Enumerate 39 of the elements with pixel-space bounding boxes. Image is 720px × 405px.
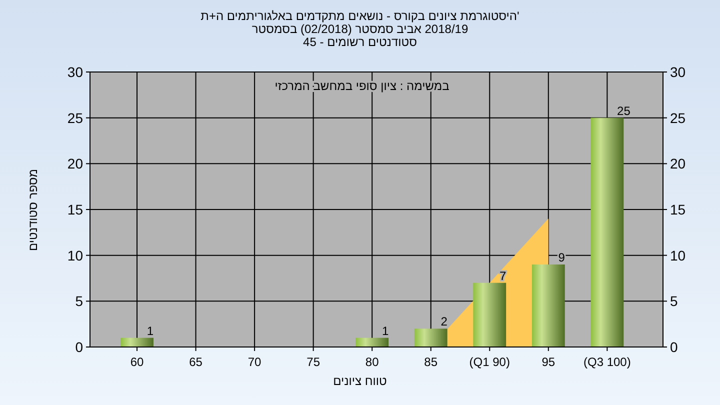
bar: [120, 338, 154, 347]
y-axis-title: מספר סטודנטים: [26, 168, 40, 252]
x-axis-title: טווח ציונים: [333, 374, 388, 388]
y-tick-label: 15: [67, 202, 84, 218]
text: סטודנטים רשומים - 45: [303, 35, 418, 49]
bar: [532, 264, 565, 347]
y-tick-label: 10: [67, 247, 84, 264]
x-tick-label: 65: [189, 355, 203, 369]
y2-tick-label: 25: [670, 110, 686, 126]
x-tick-label: (Q1 90): [469, 355, 510, 369]
data-label: 2: [440, 314, 448, 329]
data-label: 25: [617, 104, 631, 118]
y-tick-label: 25: [67, 110, 84, 126]
y2-tick-label: 15: [670, 202, 686, 218]
y-tick-label: 30: [67, 64, 84, 80]
y2-tick-label: 20: [670, 156, 686, 172]
data-label: 1: [146, 324, 154, 338]
data-label: 7: [500, 268, 507, 283]
y2-tick-label: 5: [670, 293, 678, 310]
x-tick-label: 70: [248, 355, 262, 369]
y-tick-label: 0: [75, 339, 84, 355]
bar: [590, 118, 624, 347]
y2-tick-label: 30: [670, 64, 686, 80]
x-tick-label: 75: [306, 355, 320, 369]
chart-title: 'היסטוגרמת ציונים בקורס - נושאים מתקדמים באלגוריתמים ה+ת: [200, 9, 520, 23]
bar: [414, 328, 448, 347]
bar: [473, 282, 506, 347]
y2-tick-label: 10: [670, 247, 686, 264]
y-tick-label: 20: [67, 156, 84, 172]
x-tick-label: (Q3 100): [583, 355, 631, 369]
x-tick-label: 80: [365, 355, 380, 369]
data-label: 1: [382, 324, 389, 338]
x-tick-label: 95: [542, 355, 556, 369]
chart-subtitle: 2018/19 אביב סמסטר (02/2018) בסמסטר: [252, 22, 468, 36]
y-tick-label: 5: [75, 293, 84, 310]
x-tick-label: 85: [424, 355, 438, 369]
x-tick-label: 60: [130, 355, 144, 369]
bar: [356, 338, 389, 347]
y2-tick-label: 0: [670, 339, 678, 355]
